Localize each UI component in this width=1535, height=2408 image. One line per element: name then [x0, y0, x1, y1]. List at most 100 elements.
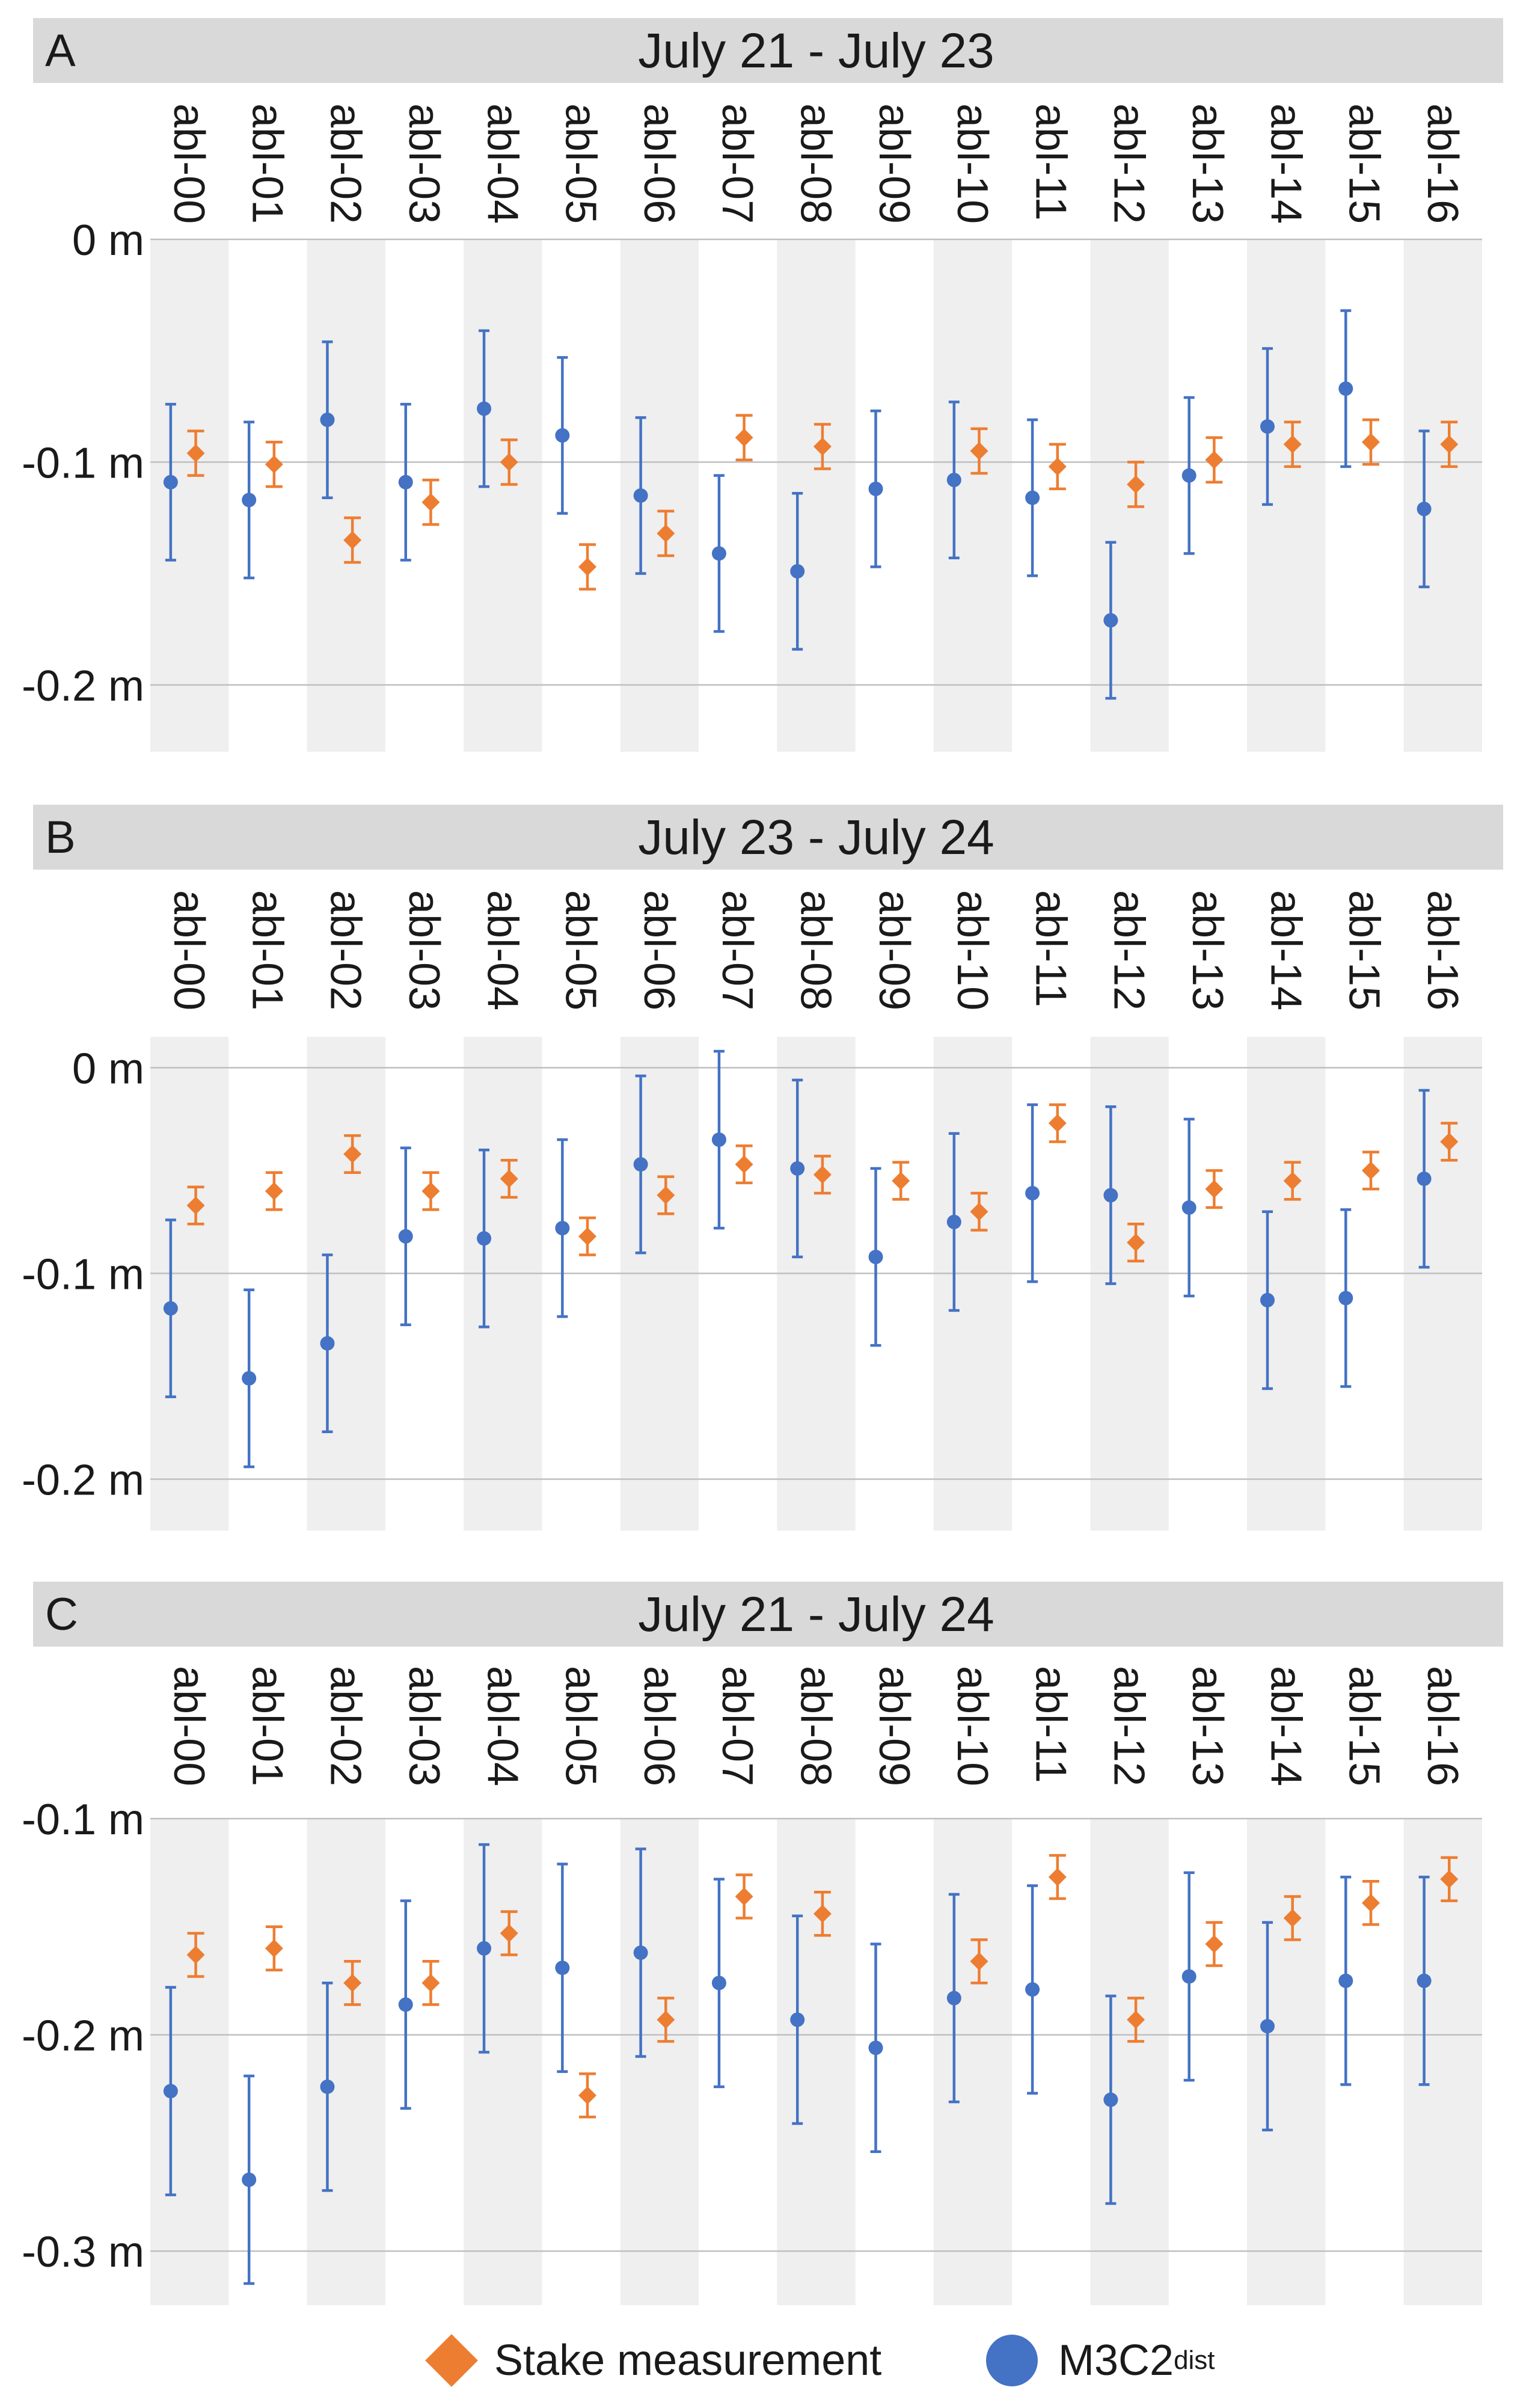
x-tick-label: abl-05 [557, 1666, 605, 1786]
panel-header-bar [33, 18, 1503, 83]
x-tick-label: abl-14 [1261, 890, 1310, 1010]
stake-point [1361, 1161, 1380, 1180]
column-band [1403, 239, 1482, 752]
x-tick-label: abl-09 [870, 890, 918, 1010]
column-band [777, 239, 856, 752]
y-tick-label: -0.1 m [22, 439, 144, 487]
panel-letter: A [45, 25, 76, 76]
column-band [620, 239, 699, 752]
column-band [1090, 1819, 1169, 2305]
charts-svg: A July 21 - July 23 0 m -0.1 m -0.2 m abl-00 a… [22, 18, 1503, 2305]
stake-point [892, 1172, 910, 1190]
stake-point [1205, 1180, 1224, 1199]
x-tick-label: abl-03 [400, 1666, 448, 1786]
legend: Stake measurement M3C2 dist [0, 2327, 1535, 2394]
m3c2-point [1260, 1292, 1275, 1307]
x-tick-label: abl-11 [1026, 890, 1074, 1007]
column-band [1403, 1819, 1482, 2305]
stake-point [343, 1144, 362, 1163]
column-band [1247, 239, 1326, 752]
stake-point [1440, 1132, 1459, 1151]
legend-m3c2dist: M3C2 dist [986, 2327, 1215, 2394]
x-tick-label: abl-11 [1026, 103, 1074, 221]
m3c2-point [555, 1961, 570, 1976]
x-tick-label: abl-12 [1105, 890, 1153, 1010]
x-tick-label: abl-00 [165, 890, 213, 1010]
m3c2-point [790, 564, 805, 579]
stake-point [970, 1952, 988, 1971]
stake-point [1048, 457, 1067, 476]
m3c2-point [1103, 1188, 1118, 1203]
column-band [150, 1819, 229, 2305]
x-tick-label: abl-01 [243, 1666, 291, 1786]
m3c2-point [320, 2079, 335, 2094]
m3c2-point [398, 1997, 413, 2012]
stake-point [1127, 2010, 1145, 2029]
y-tick-label: -0.1 m [22, 1796, 144, 1844]
stake-point [421, 1182, 440, 1200]
stake-point [265, 1182, 283, 1200]
x-tick-label: abl-16 [1418, 890, 1466, 1010]
m3c2-point [868, 1250, 883, 1265]
x-tick-label: abl-11 [1026, 1666, 1074, 1783]
m3c2-point [398, 475, 413, 490]
column-band [620, 1819, 699, 2305]
x-tick-label: abl-05 [557, 103, 605, 224]
x-tick-label: abl-12 [1105, 1666, 1153, 1786]
y-tick-label: -0.1 m [22, 1250, 144, 1298]
m3c2-point [1025, 1185, 1040, 1200]
stake-point [1283, 435, 1302, 453]
m3c2-point [555, 428, 570, 443]
column-band [1403, 1037, 1482, 1531]
y-tick-label: 0 m [72, 217, 144, 265]
m3c2-point [242, 2172, 257, 2187]
stake-point [735, 1155, 753, 1174]
stake-point [1127, 475, 1145, 494]
x-tick-label: abl-12 [1105, 103, 1153, 224]
x-tick-label: abl-06 [635, 890, 683, 1010]
m3c2-point [163, 2084, 178, 2099]
x-tick-label: abl-02 [322, 1666, 370, 1786]
column-band [777, 1819, 856, 2305]
stake-point [1205, 1935, 1224, 1953]
x-tick-label: abl-02 [322, 890, 370, 1010]
stake-point [186, 1946, 205, 1964]
column-band [150, 1037, 229, 1531]
y-tick-label: -0.2 m [22, 1456, 144, 1504]
m3c2-point [320, 413, 335, 428]
legend-m3c2-subscript: dist [1174, 2345, 1215, 2375]
m3c2-point [1025, 1982, 1040, 1997]
column-band [933, 1819, 1013, 2305]
x-tick-label: abl-03 [400, 103, 448, 224]
x-tick-label: abl-07 [713, 103, 761, 224]
column-band [307, 239, 385, 752]
stake-point [1127, 1233, 1145, 1252]
panel-title: July 21 - July 23 [638, 23, 994, 78]
stake-point [970, 1202, 988, 1221]
m3c2-point [1260, 2019, 1275, 2034]
m3c2-point [1181, 1969, 1196, 1984]
x-tick-label: abl-14 [1261, 103, 1310, 224]
stake-point [186, 1196, 205, 1215]
x-tick-label: abl-07 [713, 890, 761, 1010]
y-tick-label: -0.3 m [22, 2228, 144, 2276]
x-tick-label: abl-03 [400, 890, 448, 1010]
m3c2-point [163, 475, 178, 490]
column-band [933, 1037, 1013, 1531]
y-tick-label: -0.2 m [22, 2012, 144, 2060]
column-band [777, 1037, 856, 1531]
stake-point [578, 1227, 597, 1245]
x-tick-label: abl-10 [948, 103, 996, 224]
stake-point [1048, 1114, 1067, 1132]
stake-point [657, 1186, 675, 1205]
chart-panel-b: B July 23 - July 24 0 m -0.1 m -0.2 m abl-00 a… [22, 805, 1503, 1531]
m3c2-point [242, 1371, 257, 1386]
x-tick-label: abl-08 [792, 890, 840, 1010]
m3c2-point [1181, 468, 1196, 483]
column-band [464, 1037, 542, 1531]
stake-point [343, 1974, 362, 1992]
panel-letter: C [45, 1589, 78, 1640]
stake-point [657, 2010, 675, 2029]
stake-point [421, 1974, 440, 1992]
